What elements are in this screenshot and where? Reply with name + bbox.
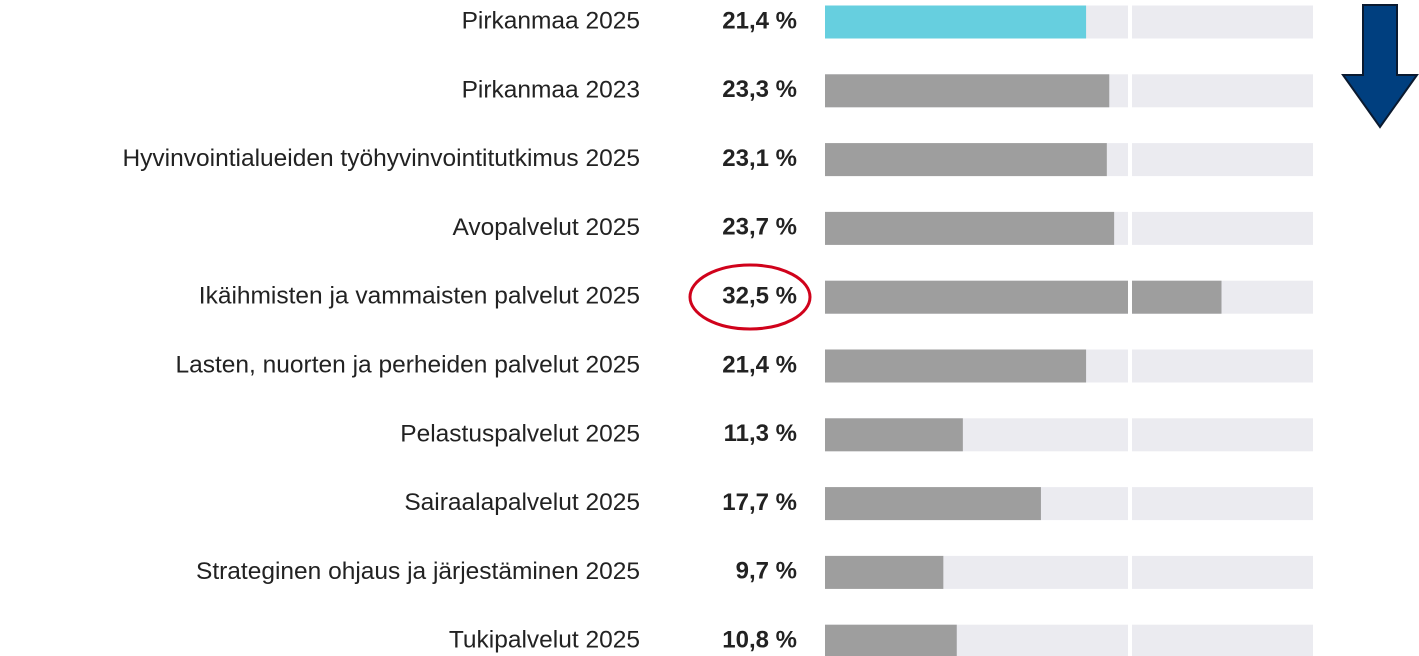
category-label: Pirkanmaa 2025 xyxy=(462,7,640,34)
bar xyxy=(825,74,1110,108)
rows: Pirkanmaa 2025 21,4 % Pirkanmaa 2023 23,3 %… xyxy=(122,0,1313,656)
bar xyxy=(825,5,1087,39)
value-label: 10,8 % xyxy=(722,627,797,654)
category-label: Sairaalapalvelut 2025 xyxy=(404,489,640,516)
value-label: 21,4 % xyxy=(722,7,797,34)
bar xyxy=(825,418,963,452)
bar xyxy=(825,143,1107,177)
value-label: 21,4 % xyxy=(722,351,797,378)
value-label: 9,7 % xyxy=(736,558,797,585)
bar xyxy=(825,280,1222,314)
value-label: 11,3 % xyxy=(724,420,797,447)
value-label: 23,7 % xyxy=(722,214,797,241)
value-label: 32,5 % xyxy=(722,283,797,310)
bar xyxy=(825,211,1115,245)
category-label: Lasten, nuorten ja perheiden palvelut 20… xyxy=(176,351,641,378)
bar xyxy=(825,487,1041,521)
bar xyxy=(825,555,944,589)
category-label: Avopalvelut 2025 xyxy=(452,214,640,241)
value-label: 17,7 % xyxy=(722,489,797,516)
category-label: Ikäihmisten ja vammaisten palvelut 2025 xyxy=(199,283,640,310)
category-label: Pirkanmaa 2023 xyxy=(462,76,640,103)
highlight-circle xyxy=(688,263,812,331)
category-label: Hyvinvointialueiden työhyvinvointitutkim… xyxy=(122,145,640,172)
value-label: 23,3 % xyxy=(722,76,797,103)
bar xyxy=(825,624,957,656)
category-label: Tukipalvelut 2025 xyxy=(449,627,640,654)
down-arrow xyxy=(1341,4,1419,129)
value-label: 23,1 % xyxy=(722,145,797,172)
category-label: Strateginen ohjaus ja järjestäminen 2025 xyxy=(196,558,640,585)
category-label: Pelastuspalvelut 2025 xyxy=(400,420,640,447)
bar xyxy=(825,349,1087,383)
